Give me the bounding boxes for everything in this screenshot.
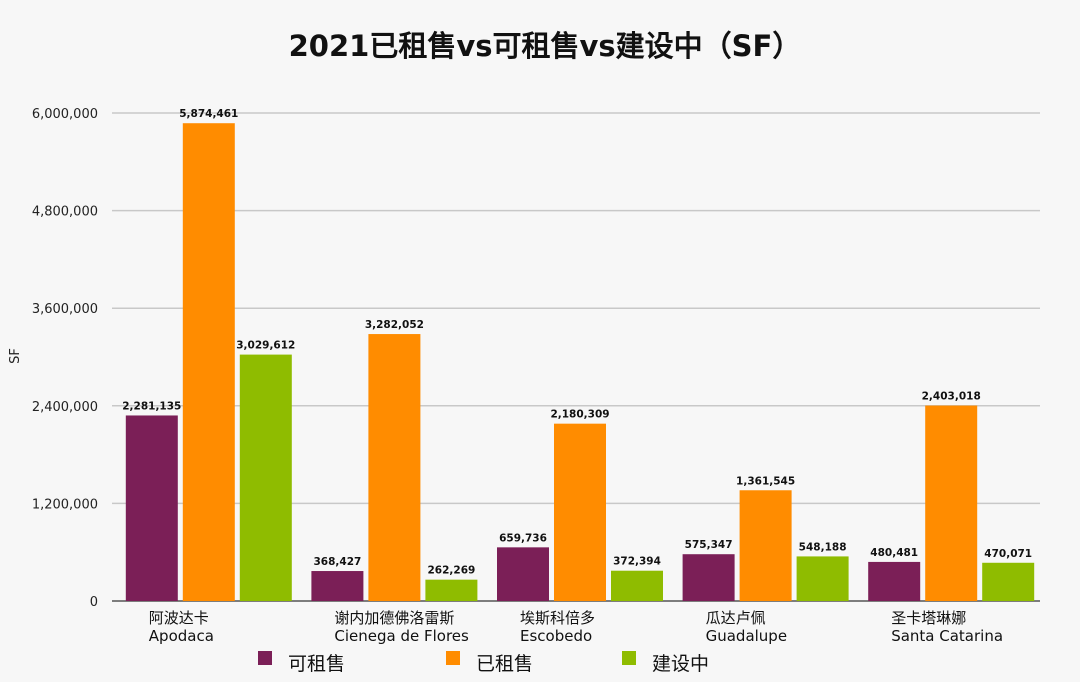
category-label-en: Guadalupe [706,627,787,645]
legend-swatch [258,651,272,665]
data-label: 470,071 [984,548,1032,560]
category-label-en: Santa Catarina [891,627,1003,645]
bar [497,547,549,601]
bar [368,334,421,601]
bar [925,405,978,601]
y-tick-label: 3,600,000 [32,302,98,317]
bar [868,561,921,601]
bar [554,423,606,601]
bar [682,554,735,601]
data-label: 1,361,545 [736,475,795,487]
bar [611,570,663,601]
data-label: 2,403,018 [922,391,981,403]
category-label-zh: 瓜达卢佩 [706,609,766,627]
data-label: 3,029,612 [236,340,295,352]
bar [796,556,849,601]
bar [425,579,478,601]
data-label: 659,736 [499,532,547,544]
category-label-zh: 埃斯科倍多 [520,609,595,627]
data-label: 262,269 [427,565,475,577]
legend-label: 已租售 [476,653,533,675]
bar [182,123,235,601]
data-label: 372,394 [613,556,661,568]
legend-label: 可租售 [288,653,345,675]
y-tick-label: 6,000,000 [32,107,98,122]
data-label: 3,282,052 [365,319,424,331]
y-tick-label: 0 [90,595,98,610]
data-label: 5,874,461 [179,108,238,120]
data-label: 480,481 [870,547,918,559]
data-label: 575,347 [685,539,733,551]
legend-swatch [622,651,636,665]
bar [125,415,178,601]
category-label-zh: 圣卡塔琳娜 [891,609,966,627]
y-tick-label: 1,200,000 [32,497,98,512]
y-axis-label: SF [8,348,23,364]
category-label-zh: 谢内加德佛洛雷斯 [334,609,454,627]
bar [239,354,292,601]
bar [739,490,792,601]
legend-label: 建设中 [652,653,709,675]
category-label-en: Apodaca [149,627,214,645]
data-label: 2,281,135 [122,400,181,412]
category-label-en: Escobedo [520,627,592,645]
data-label: 548,188 [799,541,847,553]
chart-title: 2021已租售vs可租售vs建设中（SF） [289,29,802,63]
bar [982,562,1035,601]
category-label-zh: 阿波达卡 [149,609,209,627]
y-tick-label: 4,800,000 [32,205,98,220]
category-label-en: Cienega de Flores [334,627,469,645]
y-tick-label: 2,400,000 [32,400,98,415]
data-label: 2,180,309 [550,409,609,421]
data-label: 368,427 [313,556,361,568]
bar [311,571,364,601]
legend-swatch [446,651,460,665]
